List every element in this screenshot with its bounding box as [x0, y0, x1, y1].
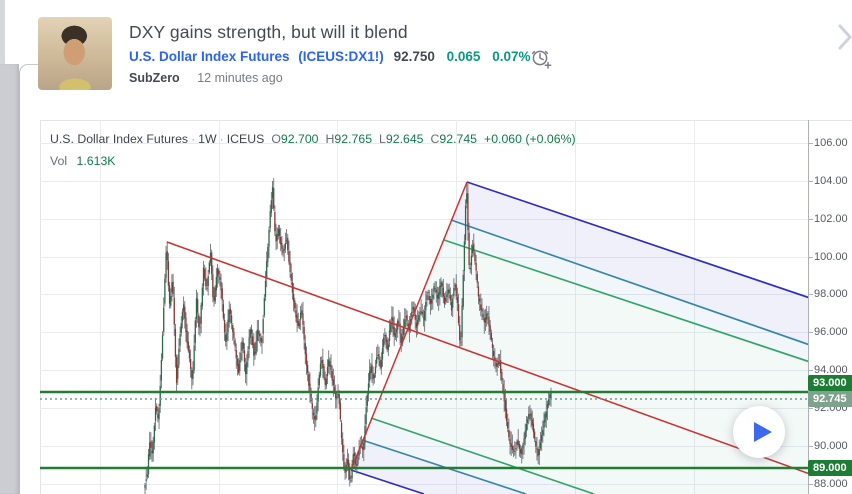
ohlc-key: L [379, 132, 386, 146]
ohlc-key: H [325, 132, 335, 146]
page-left-gutter [0, 64, 19, 494]
price-axis-tick: 90.000 [814, 439, 848, 452]
price-axis-tick: 104.00 [814, 174, 848, 187]
volume-row: Vol 1.613K [50, 154, 116, 168]
ohlc-value: 92.765 [334, 132, 373, 146]
volume-value: 1.613K [76, 154, 116, 168]
add-alert-button[interactable] [529, 47, 553, 71]
legend-interval: 1W [198, 132, 217, 146]
author-row: SubZero 12 minutes ago [129, 71, 283, 85]
legend-ohlc-values: O92.700 H92.765 L92.645 C92.745 [264, 132, 477, 146]
ohlc-key: C [430, 132, 440, 146]
author-name[interactable]: SubZero [129, 71, 180, 85]
replay-play-button[interactable] [733, 406, 785, 458]
symbol-link[interactable]: U.S. Dollar Index Futures [129, 49, 290, 64]
price-axis-tick: 88.000 [814, 477, 848, 490]
legend-symbol[interactable]: U.S. Dollar Index Futures [50, 132, 189, 146]
ohlc-key: O [271, 132, 281, 146]
idea-title: DXY gains strength, but will it blend [129, 22, 408, 42]
chevron-right-icon[interactable] [838, 23, 852, 51]
symbol-change: 0.065 [446, 49, 481, 64]
content-card-border [19, 86, 20, 494]
volume-label: Vol [50, 154, 68, 168]
ohlc-value: 92.645 [385, 132, 424, 146]
price-axis-tick: 94.000 [814, 364, 848, 377]
price-level-badge: 89.000 [808, 460, 852, 476]
last-price-badge: 92.745 [808, 391, 852, 407]
alarm-clock-add-icon [531, 50, 552, 69]
avatar[interactable] [38, 17, 112, 90]
price-axis-tick: 106.00 [814, 136, 848, 149]
price-level-badge: 93.000 [808, 375, 852, 391]
symbol-change-percent: 0.07% [492, 49, 531, 64]
symbol-last-price: 92.750 [393, 49, 435, 64]
price-axis-tick: 102.00 [814, 212, 848, 225]
price-axis-tick: 100.00 [814, 250, 848, 263]
symbol-ticker[interactable]: (ICEUS:DX1!) [298, 49, 384, 64]
published-time: 12 minutes ago [197, 71, 283, 85]
symbol-row: U.S. Dollar Index Futures (ICEUS:DX1!) 9… [129, 49, 530, 64]
legend-exchange: ICEUS [226, 132, 265, 146]
ohlc-value: 92.700 [280, 132, 319, 146]
ohlc-value: 92.745 [439, 132, 478, 146]
play-icon [754, 422, 772, 442]
price-axis-tick: 96.000 [814, 326, 848, 339]
price-axis-tick: 98.000 [814, 288, 848, 301]
legend-change: +0.060 (+0.06%) [484, 132, 576, 146]
chart-legend[interactable]: U.S. Dollar Index Futures · 1W · ICEUS O92.70… [50, 132, 576, 146]
